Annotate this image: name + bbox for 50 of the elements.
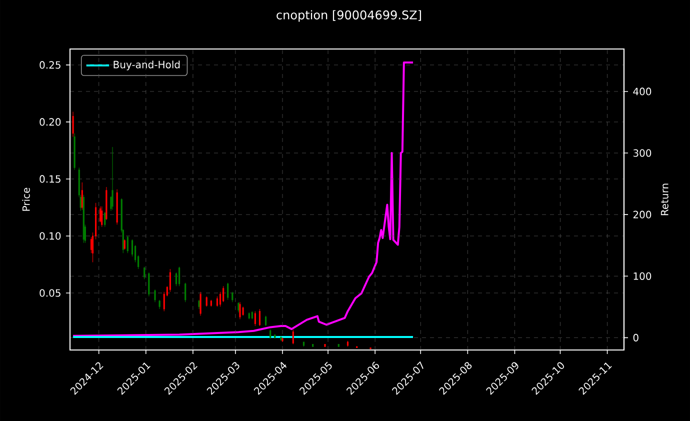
candlestick <box>274 334 276 339</box>
candlestick <box>116 188 118 225</box>
candlestick <box>169 268 171 292</box>
candlestick <box>222 286 224 302</box>
candlestick <box>126 236 128 254</box>
candlestick <box>101 206 103 228</box>
candlestick <box>158 300 160 310</box>
candlestick <box>258 308 261 326</box>
y2-tick-label: 400 <box>633 88 652 96</box>
line-series <box>72 62 414 337</box>
candlestick <box>198 300 200 310</box>
candlestick <box>112 146 114 210</box>
y-axis-title: Price <box>22 188 30 211</box>
candlestick <box>72 111 74 138</box>
candlestick <box>210 300 212 307</box>
y2-tick-label: 0 <box>633 334 638 342</box>
y-tick-label: 0.10 <box>40 232 61 240</box>
y-tick-label: 0.05 <box>40 289 60 297</box>
candlestick <box>178 266 180 286</box>
candlestick <box>254 310 256 326</box>
candlestick <box>144 266 146 280</box>
y-tick-label: 0.25 <box>40 61 60 69</box>
candlestick <box>227 282 229 300</box>
y2-tick-label: 300 <box>633 149 652 157</box>
y-tick-label: 0.15 <box>40 175 60 183</box>
candlestick <box>302 342 305 347</box>
candlestick <box>184 282 186 302</box>
candlestick <box>338 344 340 347</box>
candlestick <box>242 306 244 316</box>
y2-tick-label: 100 <box>634 272 652 280</box>
candlestick <box>154 289 156 302</box>
candlestick <box>148 272 150 297</box>
chart-title: cnoption [90004699.SZ] <box>276 10 421 22</box>
candlestick <box>239 302 241 320</box>
candlestick <box>292 329 294 345</box>
candlestick <box>312 344 314 347</box>
candlestick <box>251 310 253 320</box>
candlestick <box>346 340 349 347</box>
y-tick-label: 0.20 <box>40 118 61 126</box>
candlestick <box>265 316 267 326</box>
y2-axis-title: Return <box>660 184 668 216</box>
candlestick <box>206 296 208 307</box>
candlestick <box>324 344 326 347</box>
y2-tick-label: 200 <box>633 210 652 218</box>
legend-label: Buy-and-Hold <box>114 60 180 70</box>
candlestick <box>216 296 218 307</box>
candlestick <box>106 186 108 220</box>
candlestick <box>248 312 250 320</box>
candlestick <box>232 292 234 302</box>
candlestick <box>270 329 272 339</box>
